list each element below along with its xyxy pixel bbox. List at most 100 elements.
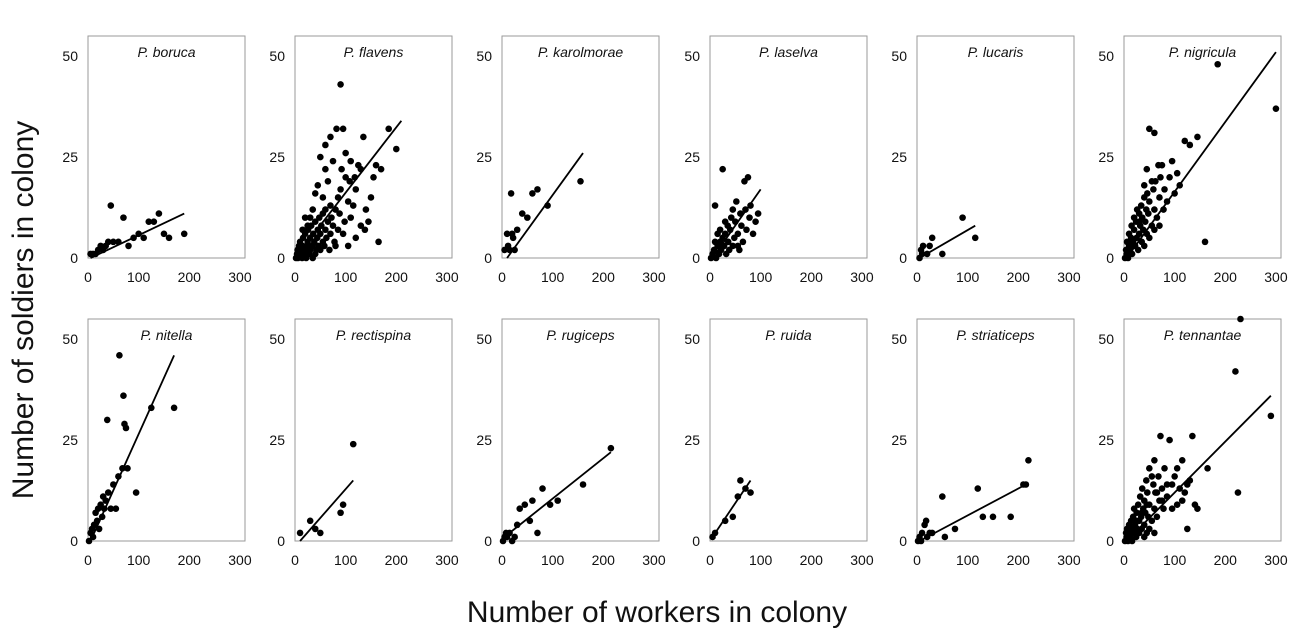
data-point — [711, 238, 719, 246]
panel-title: P. tennantae — [1164, 327, 1242, 343]
data-point — [1143, 501, 1151, 508]
plot-frame — [501, 318, 660, 542]
x-tick-label: 200 — [1214, 269, 1238, 285]
y-tick-label: 50 — [269, 48, 285, 64]
y-tick-label: 50 — [684, 48, 700, 64]
data-point — [529, 190, 536, 197]
y-tick-label: 25 — [684, 149, 700, 165]
data-point — [360, 133, 367, 141]
data-point — [1178, 497, 1186, 504]
panel-5: P. lucaris 0 100 200 300 0 25 50 — [891, 35, 1081, 285]
data-point — [347, 157, 355, 165]
data-point — [1135, 218, 1143, 225]
data-point — [1151, 529, 1158, 537]
data-point — [1157, 432, 1164, 440]
data-point — [1151, 206, 1158, 213]
y-tick-label: 0 — [692, 533, 700, 549]
data-point — [150, 218, 158, 225]
data-point — [1173, 465, 1181, 472]
data-point — [372, 161, 380, 169]
data-point — [120, 392, 127, 399]
data-point — [747, 489, 754, 496]
data-point — [1171, 473, 1178, 480]
y-tick-label: 25 — [891, 432, 907, 448]
data-point — [1146, 234, 1153, 242]
data-point — [989, 513, 997, 521]
x-tick-label: 300 — [435, 269, 459, 285]
panel-grid: P. boruca 0 100 200 300 0 25 50 P. flavens 0 100 20… — [62, 35, 1288, 568]
x-tick-label: 100 — [1163, 552, 1187, 568]
data-point — [939, 250, 946, 258]
y-tick-label: 50 — [1098, 331, 1114, 347]
data-point — [1184, 525, 1191, 533]
data-point — [1158, 485, 1166, 492]
data-point — [1194, 505, 1201, 513]
data-point — [107, 505, 115, 513]
data-point — [1168, 481, 1176, 488]
data-point — [1214, 60, 1221, 68]
panel-4: P. laselva 0 100 200 300 0 25 50 — [684, 35, 874, 285]
y-tick-label: 0 — [1106, 533, 1114, 549]
data-point — [311, 190, 319, 197]
data-point — [352, 186, 360, 193]
panel-title: P. rectispina — [336, 327, 411, 343]
data-point — [1143, 165, 1151, 173]
data-point — [304, 222, 311, 230]
data-point — [1158, 497, 1166, 504]
data-point — [752, 218, 759, 225]
data-point — [737, 477, 744, 484]
data-point — [1267, 412, 1275, 420]
data-point — [339, 125, 347, 133]
x-tick-label: 200 — [385, 269, 409, 285]
y-tick-label: 25 — [269, 149, 285, 165]
x-axis-label: Number of workers in colony — [467, 596, 847, 629]
data-point — [145, 218, 153, 225]
plot-frame — [87, 318, 246, 542]
x-tick-label: 0 — [291, 552, 299, 568]
data-point — [352, 234, 360, 242]
data-point — [327, 230, 334, 238]
data-point — [116, 352, 123, 359]
data-point — [744, 173, 752, 181]
data-point — [337, 186, 344, 193]
data-point — [112, 505, 120, 513]
data-point — [1151, 129, 1158, 137]
x-tick-label: 300 — [1057, 269, 1081, 285]
data-point — [1166, 436, 1173, 444]
data-point — [1158, 161, 1166, 169]
data-point — [336, 210, 343, 217]
plot-frame — [916, 318, 1075, 542]
data-point — [333, 125, 340, 133]
y-tick-label: 50 — [891, 331, 907, 347]
x-tick-label: 200 — [800, 269, 824, 285]
data-point — [314, 182, 322, 189]
data-point — [1232, 368, 1239, 375]
x-tick-label: 100 — [334, 269, 358, 285]
data-point — [1148, 178, 1156, 185]
data-point — [1178, 456, 1186, 464]
regression-line — [1125, 395, 1272, 542]
panel-10: P. ruida 0 100 200 300 0 25 50 — [684, 318, 874, 568]
y-tick-label: 25 — [62, 432, 78, 448]
data-point — [1140, 182, 1148, 189]
data-point — [337, 509, 344, 517]
data-point — [1157, 173, 1164, 181]
data-point — [1161, 465, 1168, 472]
data-point — [926, 242, 933, 250]
regression-line — [919, 224, 976, 259]
data-point — [518, 210, 526, 217]
panel-2: P. flavens 0 100 200 300 0 25 50 — [269, 35, 459, 285]
data-point — [361, 226, 369, 234]
data-point — [1153, 489, 1161, 496]
data-point — [509, 234, 517, 242]
x-tick-label: 0 — [84, 269, 92, 285]
y-tick-label: 25 — [476, 149, 492, 165]
x-tick-label: 300 — [850, 269, 874, 285]
y-tick-label: 0 — [277, 250, 285, 266]
y-tick-label: 0 — [70, 250, 78, 266]
data-point — [1130, 226, 1138, 234]
data-point — [554, 497, 562, 504]
data-point — [529, 497, 536, 504]
y-tick-label: 0 — [899, 533, 907, 549]
data-point — [132, 489, 140, 496]
